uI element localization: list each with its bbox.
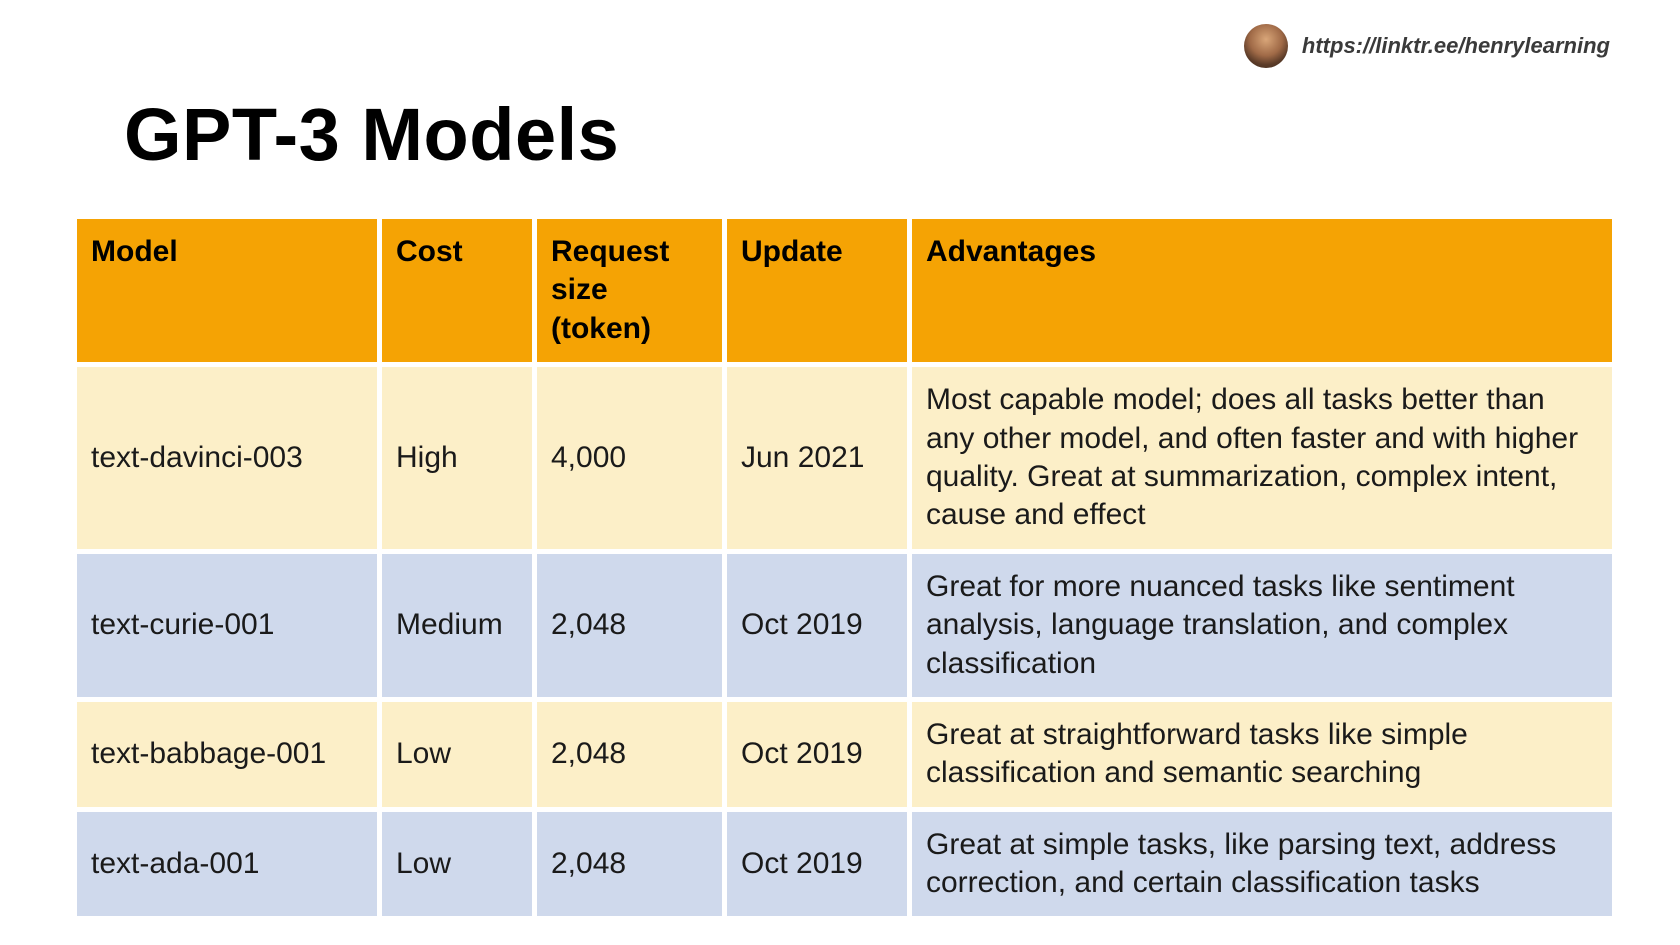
table-row: text-ada-001 Low 2,048 Oct 2019 Great at… [77,812,1612,917]
credit-block: https://linktr.ee/henrylearning [1244,24,1610,68]
th-model: Model [77,219,377,362]
th-adv: Advantages [912,219,1612,362]
slide: https://linktr.ee/henrylearning GPT-3 Mo… [0,0,1680,945]
credit-link[interactable]: https://linktr.ee/henrylearning [1302,33,1610,59]
cell-model: text-curie-001 [77,554,377,697]
models-table: Model Cost Request size (token) Update A… [72,214,1617,921]
cell-reqsize: 2,048 [537,554,722,697]
cell-cost: Low [382,702,532,807]
table-row: text-davinci-003 High 4,000 Jun 2021 Mos… [77,367,1612,549]
cell-cost: Low [382,812,532,917]
avatar [1244,24,1288,68]
cell-adv: Great at straightforward tasks like simp… [912,702,1612,807]
th-update: Update [727,219,907,362]
th-reqsize: Request size (token) [537,219,722,362]
cell-model: text-davinci-003 [77,367,377,549]
cell-update: Oct 2019 [727,812,907,917]
cell-reqsize: 2,048 [537,702,722,807]
cell-reqsize: 4,000 [537,367,722,549]
table-header-row: Model Cost Request size (token) Update A… [77,219,1612,362]
cell-adv: Great for more nuanced tasks like sentim… [912,554,1612,697]
cell-adv: Most capable model; does all tasks bette… [912,367,1612,549]
cell-cost: High [382,367,532,549]
th-cost: Cost [382,219,532,362]
table-row: text-curie-001 Medium 2,048 Oct 2019 Gre… [77,554,1612,697]
cell-update: Oct 2019 [727,702,907,807]
page-title: GPT-3 Models [124,92,619,177]
cell-model: text-ada-001 [77,812,377,917]
cell-adv: Great at simple tasks, like parsing text… [912,812,1612,917]
cell-update: Jun 2021 [727,367,907,549]
models-table-wrap: Model Cost Request size (token) Update A… [72,214,1606,921]
cell-reqsize: 2,048 [537,812,722,917]
table-row: text-babbage-001 Low 2,048 Oct 2019 Grea… [77,702,1612,807]
cell-cost: Medium [382,554,532,697]
cell-update: Oct 2019 [727,554,907,697]
cell-model: text-babbage-001 [77,702,377,807]
